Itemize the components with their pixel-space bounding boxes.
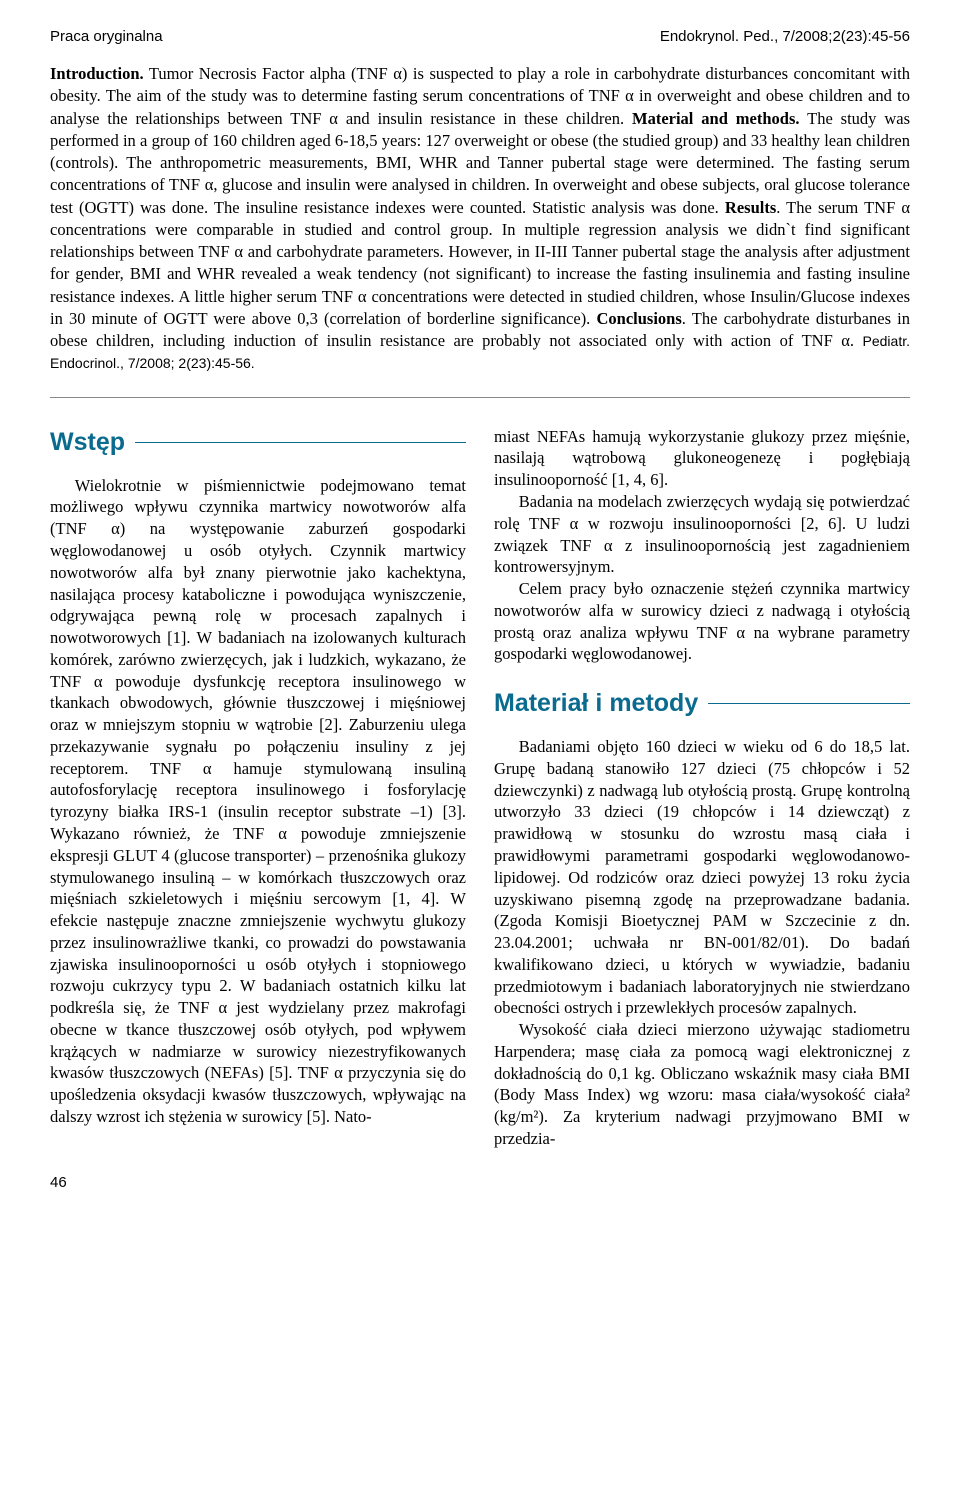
heading-rule-icon (135, 442, 466, 443)
right-p2: Badania na modelach zwierzęcych wydają s… (494, 491, 910, 578)
intro-label: Introduction. (50, 64, 144, 83)
right-p1: miast NEFAs hamują wykorzystanie glukozy… (494, 426, 910, 491)
material-heading-text: Materiał i metody (494, 687, 698, 720)
right-column: miast NEFAs hamują wykorzystanie glukozy… (494, 426, 910, 1150)
right-p5: Wysokość ciała dzieci mierzono używając … (494, 1019, 910, 1150)
page-number: 46 (50, 1174, 910, 1191)
right-p4: Badaniami objęto 160 dzieci w wieku od 6… (494, 736, 910, 1019)
header-right: Endokrynol. Ped., 7/2008;2(23):45-56 (660, 28, 910, 45)
header-left: Praca oryginalna (50, 28, 163, 45)
material-heading: Materiał i metody (494, 687, 910, 720)
left-column: Wstęp Wielokrotnie w piśmiennictwie pode… (50, 426, 466, 1150)
left-p1: Wielokrotnie w piśmiennictwie podejmowan… (50, 475, 466, 1128)
section-divider (50, 397, 910, 398)
conclusions-label: Conclusions (596, 309, 681, 328)
methods-label: Material and methods. (632, 109, 800, 128)
two-column-body: Wstęp Wielokrotnie w piśmiennictwie pode… (50, 426, 910, 1150)
right-p3: Celem pracy było oznaczenie stężeń czynn… (494, 578, 910, 665)
running-header: Praca oryginalna Endokrynol. Ped., 7/200… (50, 28, 910, 45)
heading-rule-icon (708, 703, 910, 704)
wstep-heading-text: Wstęp (50, 426, 125, 459)
results-label: Results (725, 198, 776, 217)
wstep-heading: Wstęp (50, 426, 466, 459)
abstract-block: Introduction. Tumor Necrosis Factor alph… (50, 63, 910, 375)
